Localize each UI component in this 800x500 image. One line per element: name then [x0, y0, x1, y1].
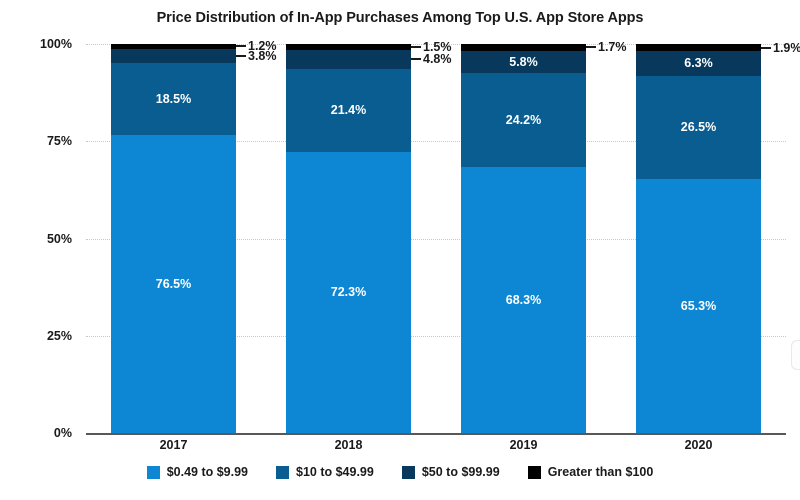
legend-item[interactable]: $0.49 to $9.99 [146, 465, 248, 479]
legend-label: Greater than $100 [547, 465, 654, 479]
bar-segment[interactable]: 4.8% [286, 49, 452, 69]
bar-segment[interactable]: 72.3% [286, 151, 411, 433]
legend-swatch-icon [276, 465, 289, 479]
gridline [86, 44, 786, 45]
bar-2017[interactable]: 1.2% 3.8% 18.5% 76.5% [111, 39, 277, 433]
callout-leader-line [236, 55, 246, 58]
bar-segment[interactable]: 24.2% [461, 73, 586, 168]
segment-value-label: 1.5% [423, 39, 452, 54]
callout-leader-line [411, 58, 421, 61]
gridline [86, 141, 786, 143]
segment-callout: 1.2% [236, 39, 277, 53]
segment-value-label: 24.2% [505, 112, 542, 127]
legend-label: $10 to $49.99 [296, 465, 374, 479]
legend-item[interactable]: Greater than $100 [527, 465, 654, 479]
bar-segment[interactable]: 65.3% [636, 178, 761, 433]
bar-segment[interactable]: 76.5% [111, 135, 236, 433]
plot-area: 100% 75% 50% 25% 0% 1.2% 3.8% 18.5% 76.5% 1.5% 4.8… [40, 37, 800, 440]
gridline [86, 238, 786, 240]
y-axis-tick-label: 100% [40, 37, 72, 51]
segment-value-label: 6.3% [684, 56, 713, 71]
segment-callout: 4.8% [411, 52, 452, 66]
callout-leader-line [761, 46, 771, 49]
callout-leader-line [411, 45, 421, 48]
segment-value-label: 18.5% [155, 92, 192, 107]
legend-item[interactable]: $10 to $49.99 [276, 465, 374, 479]
y-axis-tick-label: 75% [46, 134, 72, 149]
chart-title: Price Distribution of In-App Purchases A… [156, 10, 644, 26]
legend-item[interactable]: $50 to $99.99 [401, 465, 500, 479]
y-axis-tick-label: 0% [53, 426, 72, 440]
segment-value-label: 21.4% [330, 102, 367, 117]
bar-segment[interactable]: 1.9% [636, 41, 800, 55]
x-axis-tick-label-2018: 2018 [334, 438, 363, 452]
x-axis-baseline [86, 433, 786, 435]
segment-callout: 1.5% [411, 40, 452, 54]
segment-value-label: 76.5% [155, 276, 192, 291]
callout-leader-line [236, 45, 246, 48]
segment-callout: 1.9% [761, 41, 800, 55]
bar-2020[interactable]: 1.9% 6.3% 26.5% 65.3% [636, 41, 800, 433]
y-axis-tick-label: 25% [46, 328, 72, 343]
bar-segment[interactable]: 3.8% [111, 48, 277, 64]
segment-callout: 1.7% [586, 40, 627, 54]
edge-artifact [791, 340, 800, 370]
bar-2019[interactable]: 1.7% 5.8% 24.2% 68.3% [461, 40, 627, 433]
legend-label: $0.49 to $9.99 [166, 465, 248, 479]
legend-swatch-icon [401, 465, 415, 479]
segment-value-label: 65.3% [680, 298, 717, 313]
bar-segment[interactable]: 68.3% [461, 167, 586, 433]
chart-legend: $0.49 to $9.99 $10 to $49.99 $50 to $99.99… [0, 465, 800, 479]
segment-value-label: 3.8% [248, 49, 277, 64]
bar-segment[interactable]: 1.7% [461, 40, 627, 54]
bar-segment[interactable]: 1.2% [111, 39, 277, 53]
segment-value-label: 68.3% [505, 292, 542, 307]
bar-segment[interactable]: 6.3% [636, 51, 761, 76]
segment-value-label: 5.8% [509, 54, 538, 69]
callout-leader-line [586, 46, 596, 49]
bar-segment[interactable]: 21.4% [286, 68, 411, 152]
x-axis-tick-label-2020: 2020 [684, 438, 713, 452]
bar-segment[interactable]: 5.8% [461, 50, 586, 74]
segment-value-label: 1.9% [773, 40, 800, 55]
y-axis-tick-label: 50% [46, 231, 72, 246]
segment-callout: 3.8% [236, 49, 277, 63]
bar-2018[interactable]: 1.5% 4.8% 21.4% 72.3% [286, 40, 452, 433]
segment-value-label: 1.7% [598, 40, 627, 55]
segment-value-label: 1.2% [248, 39, 277, 54]
segment-value-label: 72.3% [330, 285, 367, 300]
bar-segment[interactable]: 26.5% [636, 75, 761, 179]
x-axis-tick-label-2019: 2019 [509, 438, 538, 452]
x-axis-tick-label-2017: 2017 [159, 438, 188, 452]
segment-value-label: 4.8% [423, 52, 452, 67]
legend-label: $50 to $99.99 [421, 465, 500, 479]
bar-segment[interactable]: 18.5% [111, 63, 236, 136]
segment-value-label: 26.5% [680, 120, 717, 135]
bar-segment[interactable]: 1.5% [286, 40, 452, 54]
gridline [86, 335, 786, 337]
legend-swatch-icon [146, 465, 160, 479]
legend-swatch-icon [527, 465, 541, 479]
